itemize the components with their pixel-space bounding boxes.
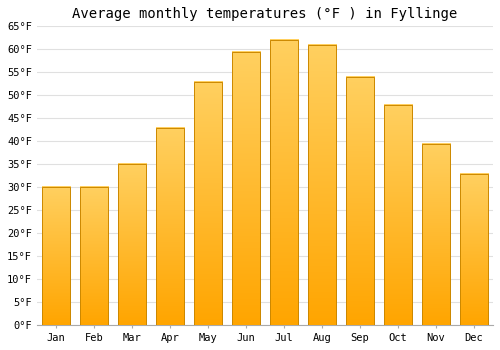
- Bar: [308, 45, 336, 326]
- Bar: [384, 105, 412, 326]
- Bar: [422, 144, 450, 326]
- Bar: [118, 164, 146, 326]
- Title: Average monthly temperatures (°F ) in Fyllinge: Average monthly temperatures (°F ) in Fy…: [72, 7, 458, 21]
- Bar: [42, 187, 70, 326]
- Bar: [270, 40, 298, 326]
- Bar: [346, 77, 374, 326]
- Bar: [156, 127, 184, 326]
- Bar: [460, 174, 488, 326]
- Bar: [80, 187, 108, 326]
- Bar: [194, 82, 222, 326]
- Bar: [232, 51, 260, 326]
